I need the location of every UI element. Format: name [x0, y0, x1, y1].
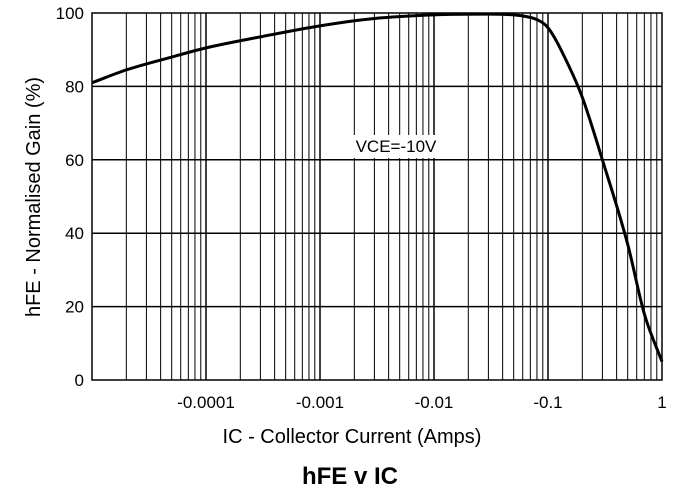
- y-tick-label: 100: [56, 4, 84, 23]
- y-tick-label: 60: [65, 151, 84, 170]
- x-tick-labels: -0.0001 -0.001 -0.01 -0.1 1: [177, 393, 667, 412]
- y-tick-label: 40: [65, 224, 84, 243]
- x-tick-label: 1: [657, 393, 666, 412]
- y-tick-label: 80: [65, 77, 84, 96]
- annotation-label: VCE=-10V: [356, 137, 437, 156]
- grid-major: [92, 13, 662, 380]
- y-tick-label: 0: [75, 371, 84, 390]
- plot-frame: [91, 12, 663, 381]
- chart-title: hFE v IC: [302, 463, 398, 490]
- y-tick-label: 20: [65, 298, 84, 317]
- x-tick-label: -0.01: [415, 393, 454, 412]
- y-tick-labels: 0 20 40 60 80 100: [56, 4, 84, 390]
- annotation-background: [350, 135, 443, 158]
- annotation: VCE=-10V: [350, 135, 443, 158]
- x-tick-label: -0.001: [296, 393, 344, 412]
- y-axis-title: hFE - Normalised Gain (%): [23, 77, 45, 317]
- gain-curve: [91, 12, 664, 363]
- x-axis-title: IC - Collector Current (Amps): [223, 426, 482, 448]
- x-tick-label: -0.1: [533, 393, 562, 412]
- x-tick-label: -0.0001: [177, 393, 235, 412]
